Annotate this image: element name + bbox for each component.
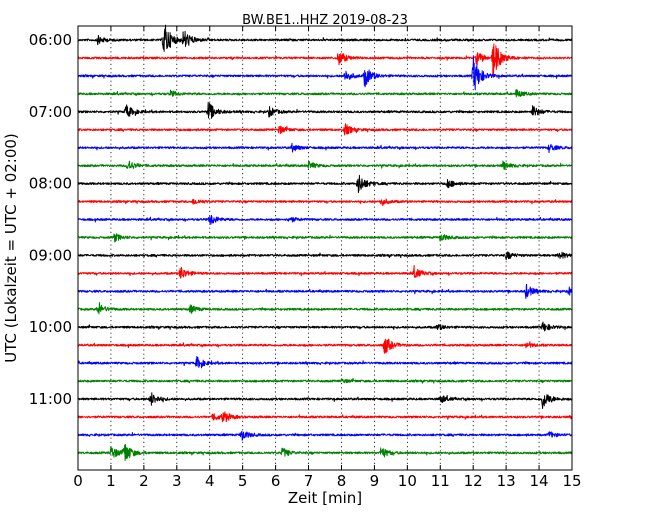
x-tick-label: 8 bbox=[337, 472, 347, 490]
x-tick-label: 3 bbox=[172, 472, 182, 490]
y-tick-label: 11:00 bbox=[29, 390, 72, 408]
chart-title: BW.BE1..HHZ 2019-08-23 bbox=[242, 13, 408, 28]
trace-0900 bbox=[77, 251, 573, 261]
trace-1015 bbox=[77, 338, 573, 354]
x-tick-label: 5 bbox=[238, 472, 248, 490]
y-tick-label: 06:00 bbox=[29, 31, 72, 49]
trace-1145 bbox=[77, 443, 573, 461]
trace-0745 bbox=[77, 160, 573, 170]
trace-1045 bbox=[77, 377, 573, 384]
trace-0600 bbox=[77, 24, 573, 52]
trace-0830 bbox=[77, 214, 573, 225]
x-tick-label: 2 bbox=[139, 472, 149, 490]
x-tick-label: 6 bbox=[271, 472, 281, 490]
trace-1000 bbox=[77, 321, 573, 332]
x-tick-label: 14 bbox=[530, 472, 549, 490]
x-axis-label: Zeit [min] bbox=[288, 489, 362, 507]
trace-0930 bbox=[77, 283, 573, 299]
y-tick-label: 10:00 bbox=[29, 318, 72, 336]
y-tick-label: 08:00 bbox=[29, 175, 72, 193]
x-axis: 0 1 2 3 4 5 6 7 8 9 10 11 12 13 14 15 bbox=[73, 26, 582, 490]
x-tick-label: 15 bbox=[562, 472, 581, 490]
trace-1030 bbox=[77, 356, 573, 369]
trace-0730 bbox=[77, 142, 573, 154]
trace-0630 bbox=[77, 55, 573, 91]
trace-0915 bbox=[77, 265, 573, 279]
trace-0845 bbox=[77, 233, 573, 243]
y-tick-label: 09:00 bbox=[29, 246, 72, 264]
trace-0800 bbox=[77, 174, 573, 194]
trace-1130 bbox=[77, 430, 573, 441]
x-tick-label: 7 bbox=[304, 472, 314, 490]
trace-0815 bbox=[77, 198, 573, 206]
trace-0645 bbox=[77, 89, 573, 98]
y-axis: 06:00 07:00 08:00 09:00 10:00 11:00 bbox=[29, 31, 572, 408]
x-tick-label: 10 bbox=[398, 472, 417, 490]
x-tick-label: 4 bbox=[205, 472, 215, 490]
trace-1115 bbox=[77, 411, 573, 423]
x-tick-label: 12 bbox=[464, 472, 483, 490]
x-tick-label: 9 bbox=[370, 472, 380, 490]
trace-0715 bbox=[77, 123, 573, 136]
trace-0615 bbox=[77, 43, 573, 77]
trace-0700 bbox=[77, 101, 573, 119]
traces bbox=[77, 24, 573, 461]
plot-frame bbox=[77, 25, 573, 471]
y-tick-label: 07:00 bbox=[29, 103, 72, 121]
x-tick-label: 0 bbox=[73, 472, 83, 490]
x-tick-label: 11 bbox=[431, 472, 450, 490]
grid-lines bbox=[110, 26, 540, 470]
trace-1100 bbox=[77, 392, 573, 409]
y-axis-label: UTC (Lokalzeit = UTC + 02:00) bbox=[2, 133, 20, 363]
x-tick-label: 13 bbox=[497, 472, 516, 490]
trace-0945 bbox=[77, 302, 573, 315]
x-tick-label: 1 bbox=[106, 472, 116, 490]
